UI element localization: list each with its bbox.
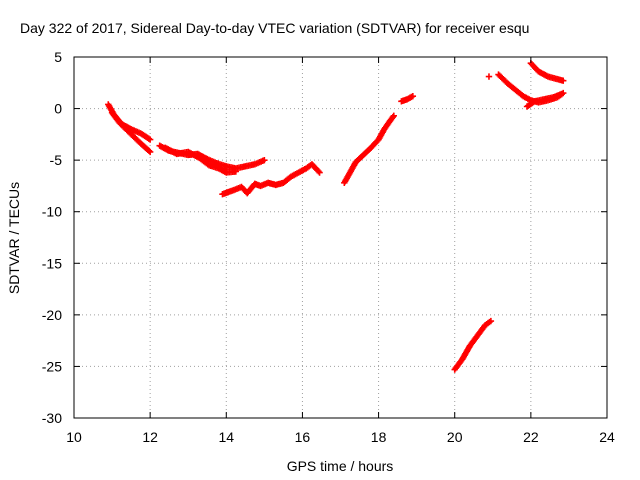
data-point-marker	[558, 90, 565, 98]
data-point-marker	[485, 73, 493, 80]
axis-ticks	[73, 56, 608, 419]
data-points	[105, 59, 567, 373]
data-point-marker	[316, 169, 323, 176]
y-tick-label: -30	[42, 410, 62, 426]
x-tick-label: 22	[523, 429, 539, 445]
y-tick-labels: -30 -25 -20 -15 -10 -5 0 5	[42, 49, 62, 426]
x-tick-label: 24	[599, 429, 615, 445]
y-tick-label: 5	[54, 49, 62, 65]
data-segment	[523, 90, 565, 110]
data-point-marker	[145, 147, 153, 155]
data-segment	[341, 112, 397, 187]
x-tick-label: 10	[66, 429, 82, 445]
data-segment	[485, 73, 493, 80]
y-tick-label: 0	[54, 101, 62, 117]
data-point-marker	[409, 92, 417, 100]
data-point-marker	[560, 77, 567, 84]
data-segment	[527, 59, 567, 84]
grid	[74, 57, 607, 418]
data-point-marker	[389, 113, 397, 121]
x-tick-label: 16	[295, 429, 311, 445]
data-segment	[162, 144, 240, 176]
y-tick-label: -5	[50, 152, 63, 168]
y-tick-label: -10	[42, 204, 62, 220]
y-tick-label: -15	[42, 255, 62, 271]
data-point-marker	[232, 168, 240, 175]
data-point-marker	[487, 317, 495, 325]
x-tick-label: 12	[142, 429, 158, 445]
data-segment	[105, 101, 154, 143]
y-tick-label: -25	[42, 358, 62, 374]
data-segment	[219, 161, 323, 198]
y-tick-label: -20	[42, 307, 62, 323]
x-axis-label: GPS time / hours	[287, 458, 394, 474]
x-tick-label: 20	[447, 429, 463, 445]
y-axis-label: SDTVAR / TECUs	[6, 182, 22, 294]
data-point-marker	[315, 168, 322, 175]
data-segment	[398, 92, 417, 105]
chart-title: Day 322 of 2017, Sidereal Day-to-day VTE…	[20, 20, 529, 36]
x-tick-labels: 10 12 14 16 18 20 22 24	[66, 429, 615, 445]
x-tick-label: 14	[218, 429, 234, 445]
x-tick-label: 18	[371, 429, 387, 445]
plot-frame	[73, 56, 608, 419]
data-point-marker	[146, 136, 154, 143]
data-point-marker	[146, 148, 154, 156]
data-segment	[108, 109, 154, 156]
data-point-marker	[261, 156, 268, 164]
data-point-marker	[390, 112, 397, 119]
data-segment	[451, 317, 495, 373]
